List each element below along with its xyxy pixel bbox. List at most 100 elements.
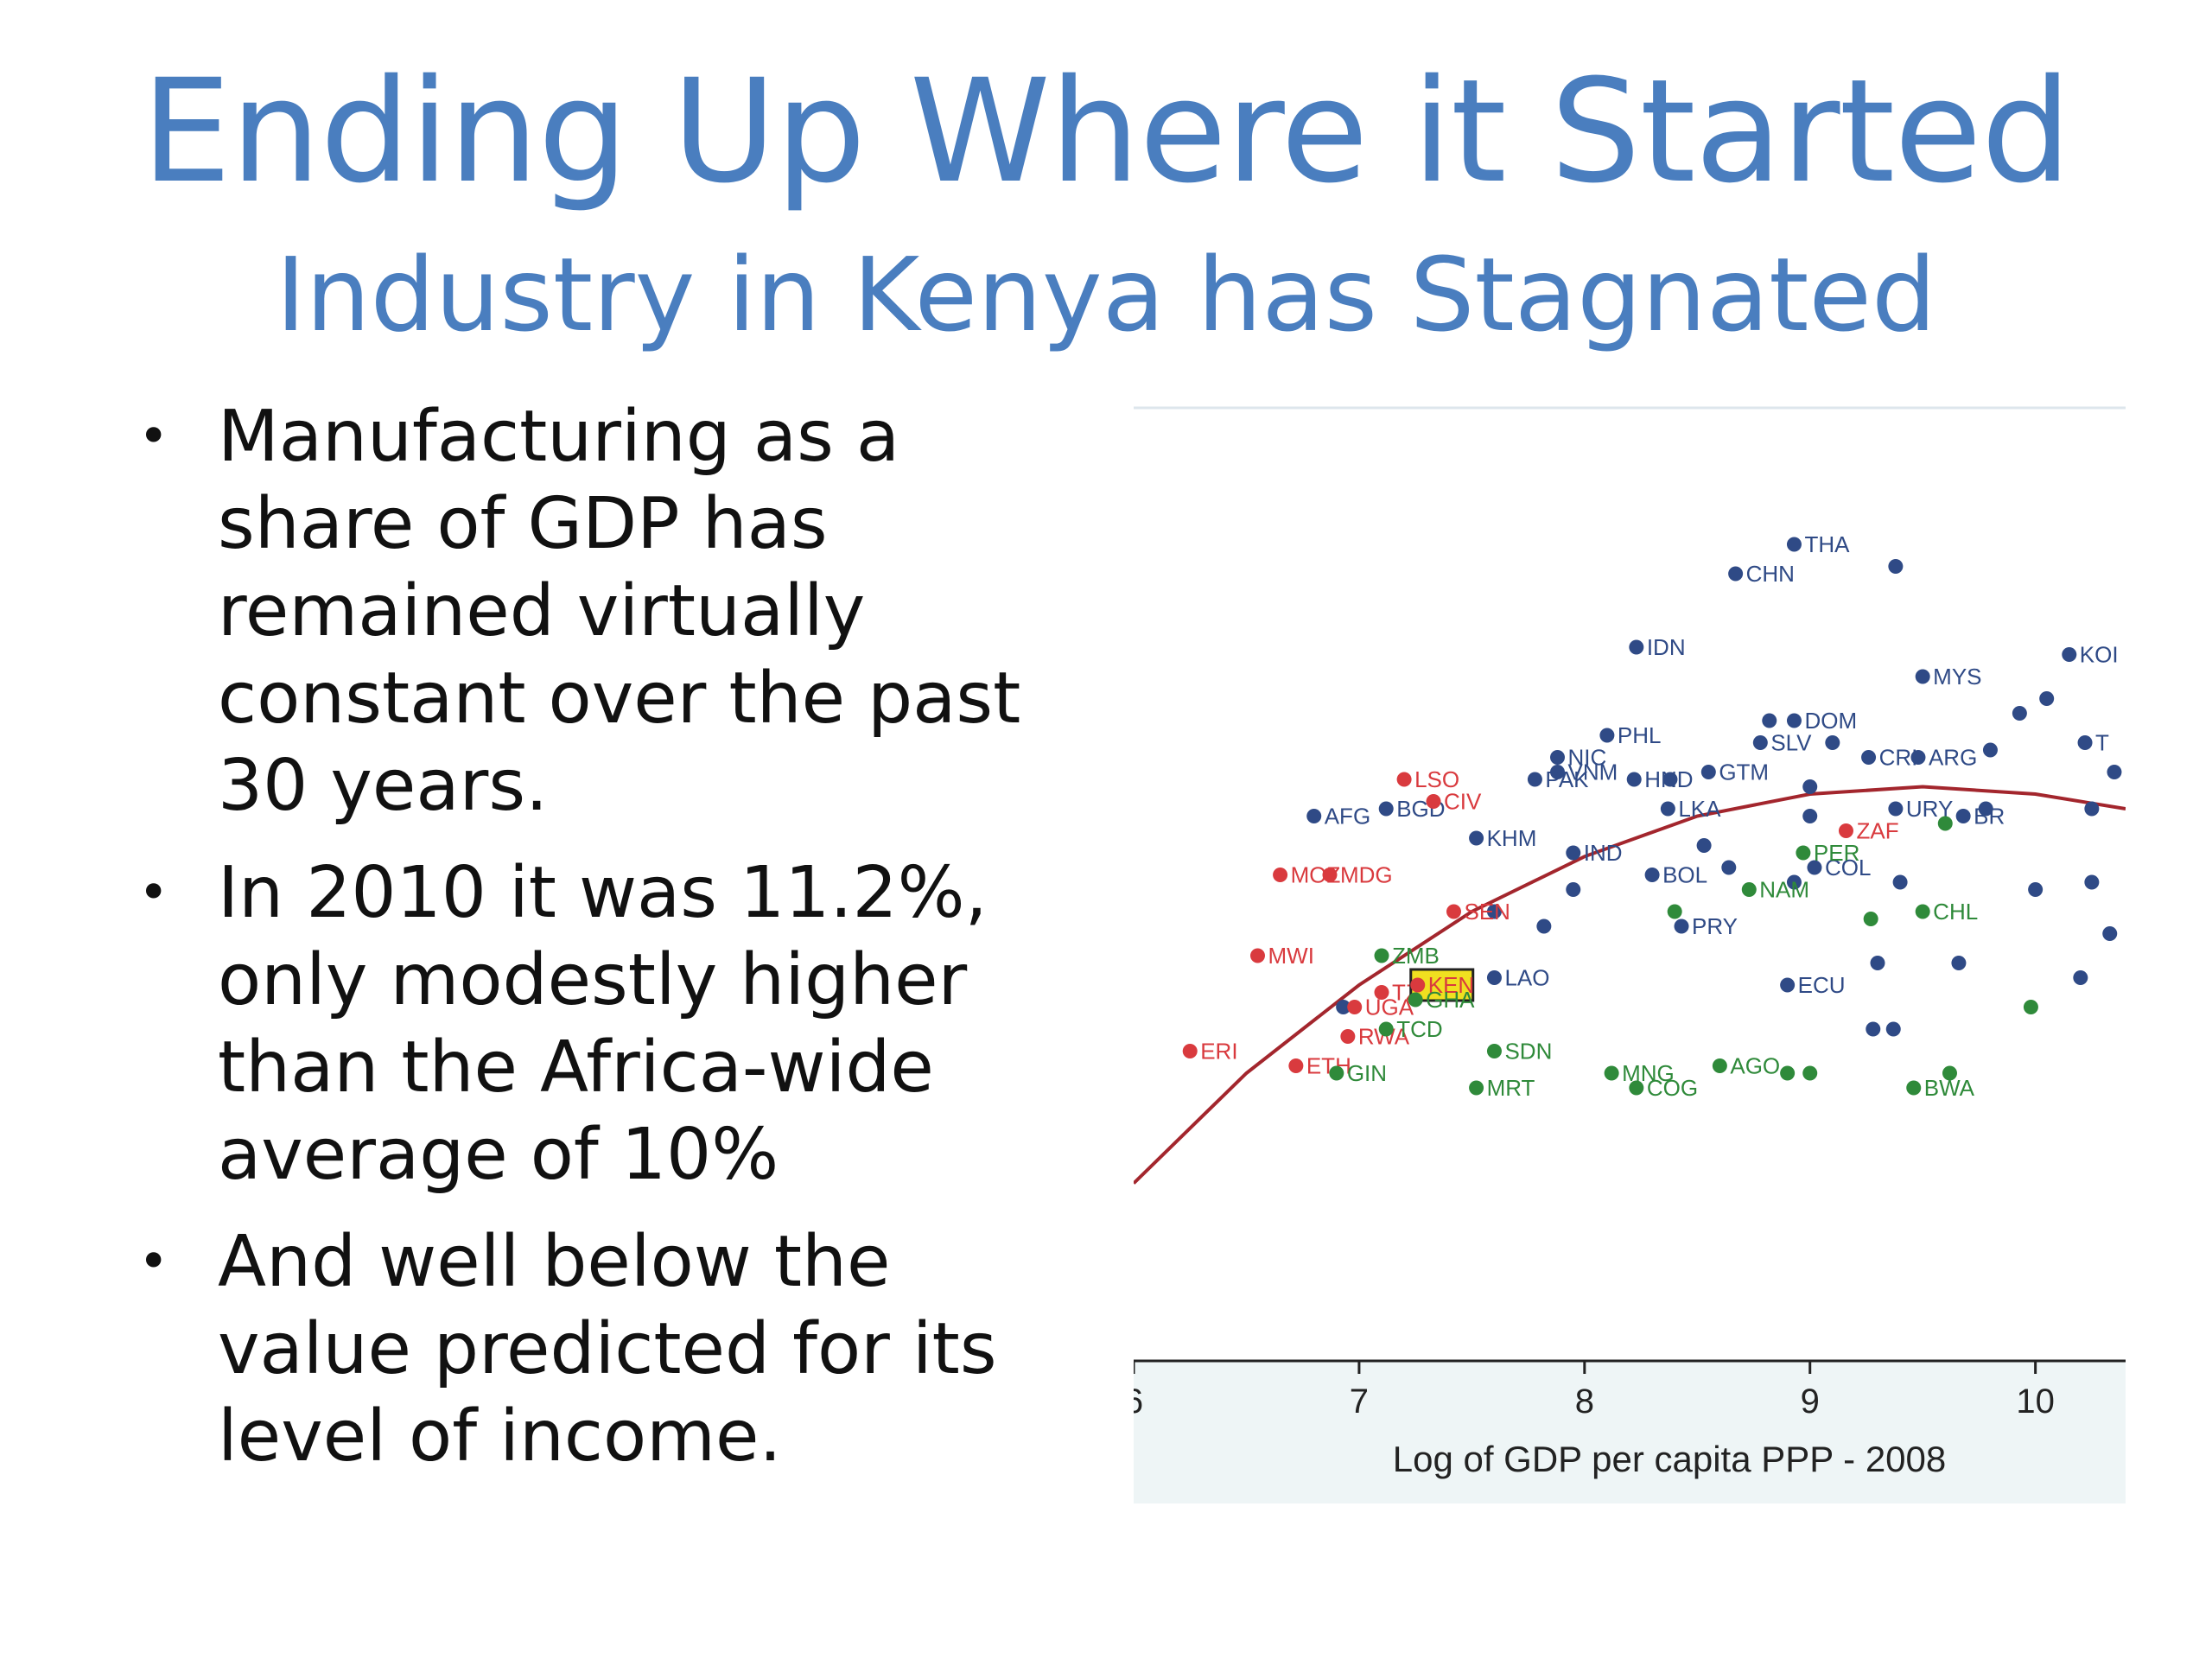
point-phl: [1599, 728, 1615, 743]
point-label-slv: SLV: [1770, 730, 1812, 756]
point-vnm: [1550, 765, 1566, 779]
point-unlabeled-45: [1536, 918, 1552, 934]
bullet-item: • Manufacturing as a share of GDP has rem…: [121, 393, 1106, 830]
point-unlabeled-17: [2107, 765, 2122, 779]
slide-subtitle: Industry in Kenya has Stagnated: [276, 235, 1936, 354]
point-ken: [1410, 977, 1426, 993]
point-zmb: [1374, 948, 1389, 963]
point-label-gha: GHA: [1426, 987, 1475, 1013]
point-t: [2077, 735, 2093, 750]
point-per: [1796, 845, 1811, 861]
slide-title: Ending Up Where it Started: [141, 48, 2072, 214]
point-label-mdg: MDG: [1340, 862, 1393, 888]
point-label-t: T: [2095, 730, 2109, 756]
point-lso: [1396, 772, 1412, 787]
point-pak: [1527, 772, 1542, 787]
point-chl: [1915, 904, 1930, 919]
point-gtm: [1700, 765, 1716, 779]
point-label-zaf: ZAF: [1856, 818, 1898, 844]
point-unlabeled-48: [1870, 956, 1885, 970]
point-label-vnm: VNM: [1568, 760, 1618, 785]
point-unlabeled-15: [1982, 742, 1998, 758]
point-tcd: [1378, 1021, 1394, 1037]
point-unlabeled-24: [1802, 779, 1818, 794]
x-tick-label: 9: [1801, 1382, 1820, 1421]
point-label-tcd: TCD: [1396, 1016, 1442, 1042]
point-unlabeled-44: [1486, 904, 1502, 919]
point-label-nam: NAM: [1759, 877, 1809, 903]
point-label-ind: IND: [1584, 840, 1623, 866]
point-label-zmb: ZMB: [1392, 943, 1440, 969]
point-bgd: [1378, 801, 1394, 817]
point-unlabeled-9: [1762, 713, 1777, 728]
bullet-dot-icon: •: [138, 862, 169, 923]
point-civ: [1426, 794, 1441, 809]
point-label-koi: KOI: [2080, 642, 2119, 668]
point-label-eri: ERI: [1200, 1039, 1237, 1065]
point-unlabeled-6: [2039, 691, 2055, 706]
bullet-text: And well below the value predicted for i…: [218, 1221, 997, 1478]
point-unlabeled-47: [2102, 926, 2118, 941]
point-label-mng: MNG: [1622, 1060, 1675, 1086]
point-moz: [1273, 868, 1288, 882]
point-unlabeled-73: [1863, 912, 1878, 926]
point-label-phl: PHL: [1618, 722, 1662, 748]
point-eri: [1182, 1044, 1198, 1058]
axis-band: [1134, 1361, 2126, 1503]
point-unlabeled-50: [2073, 970, 2088, 985]
point-label-cri: CRI: [1879, 745, 1918, 771]
point-label-nic: NIC: [1568, 745, 1607, 771]
point-label-bol: BOL: [1662, 862, 1707, 888]
point-label-lka: LKA: [1678, 796, 1721, 822]
point-label-mys: MYS: [1933, 664, 1981, 690]
scatter-chart: THA CHN IDN KOI MYS PHL DOM SLV ARG CRI T NIC VNM PAK…: [1134, 389, 2126, 1503]
point-unlabeled-40: [1892, 874, 1908, 890]
point-label-khm: KHM: [1487, 825, 1537, 851]
point-br: [1955, 809, 1971, 823]
point-dom: [1786, 713, 1802, 728]
point-label-sen: SEN: [1464, 899, 1510, 925]
point-ind: [1566, 845, 1581, 861]
point-label-mrt: MRT: [1487, 1075, 1535, 1101]
point-pry: [1674, 918, 1689, 934]
point-unlabeled-88: [2023, 1000, 2038, 1014]
point-tha: [1786, 537, 1802, 552]
point-zaf: [1838, 823, 1853, 838]
point-gha: [1408, 992, 1423, 1007]
point-unlabeled-53: [1866, 1021, 1881, 1037]
point-mys: [1915, 669, 1930, 684]
point-hnd: [1626, 772, 1642, 787]
x-tick-label: 7: [1350, 1382, 1369, 1421]
point-gin: [1329, 1065, 1344, 1081]
point-unlabeled-84: [1780, 1065, 1796, 1081]
point-rwa: [1340, 1029, 1356, 1044]
point-unlabeled-43: [1566, 882, 1581, 897]
point-tza: [1374, 985, 1389, 1000]
bullet-text: In 2010 it was 11.2%, only modestly high…: [218, 852, 988, 1196]
bullet-list: • Manufacturing as a share of GDP has rem…: [121, 393, 1106, 1500]
point-idn: [1629, 639, 1644, 655]
point-unlabeled-26: [1802, 809, 1818, 823]
point-uga: [1347, 1000, 1363, 1014]
point-label-ken: KEN: [1428, 972, 1474, 998]
point-label-arg: ARG: [1929, 745, 1977, 771]
point-label-gtm: GTM: [1719, 760, 1769, 785]
point-label-chn: CHN: [1746, 561, 1795, 587]
point-unlabeled-38: [1786, 874, 1802, 890]
point-sen: [1446, 904, 1461, 919]
point-unlabeled-30: [2084, 801, 2100, 817]
point-unlabeled-12: [1825, 735, 1840, 750]
point-unlabeled-70: [1937, 816, 1953, 831]
point-mrt: [1469, 1080, 1484, 1096]
point-unlabeled-23: [1662, 772, 1678, 787]
point-ago: [1712, 1058, 1727, 1073]
point-unlabeled-41: [2028, 882, 2044, 897]
point-label-uga: UGA: [1365, 995, 1414, 1020]
point-afg: [1306, 809, 1322, 823]
point-label-pak: PAK: [1545, 766, 1589, 792]
point-arg: [1910, 750, 1926, 765]
point-label-tha: THA: [1804, 531, 1850, 557]
point-label-cog: COG: [1647, 1075, 1698, 1101]
point-unlabeled-2: [1888, 559, 1904, 574]
point-unlabeled-37: [1721, 860, 1737, 875]
